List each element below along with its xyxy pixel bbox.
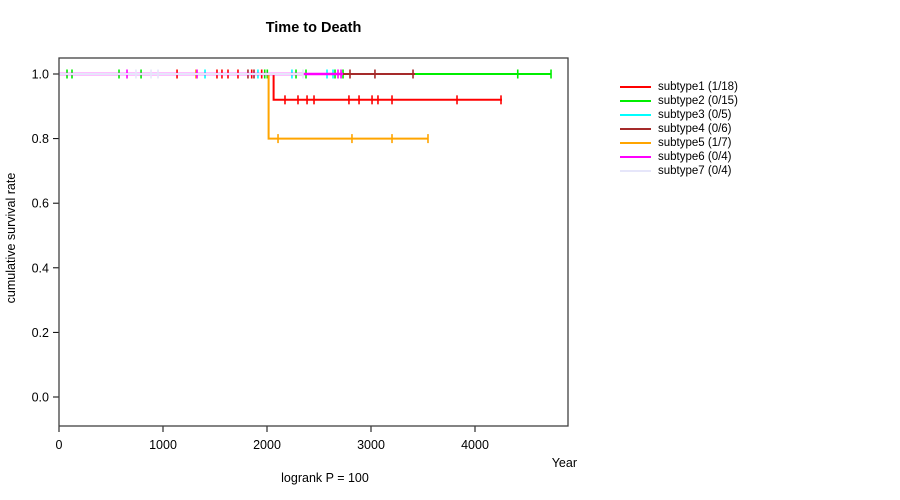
legend-item-subtype5: subtype5 (1/7) xyxy=(620,136,738,150)
legend-label-subtype2: subtype2 (0/15) xyxy=(658,95,738,107)
legend-swatch-subtype2 xyxy=(620,100,651,102)
y-tick-label: 0.8 xyxy=(32,132,49,146)
legend-item-subtype4: subtype4 (0/6) xyxy=(620,122,738,136)
legend-swatch-subtype1 xyxy=(620,86,651,88)
legend-item-subtype3: subtype3 (0/5) xyxy=(620,108,738,122)
y-tick-label: 0.2 xyxy=(32,326,49,340)
x-tick-label: 0 xyxy=(56,438,63,452)
logrank-note: logrank P = 100 xyxy=(281,471,369,485)
legend-swatch-subtype6 xyxy=(620,156,651,158)
x-tick-label: 1000 xyxy=(149,438,177,452)
legend-label-subtype5: subtype5 (1/7) xyxy=(658,137,732,149)
legend-label-subtype1: subtype1 (1/18) xyxy=(658,81,738,93)
legend-item-subtype1: subtype1 (1/18) xyxy=(620,80,738,94)
legend-label-subtype3: subtype3 (0/5) xyxy=(658,109,732,121)
legend-swatch-subtype7 xyxy=(620,170,651,172)
x-tick-label: 3000 xyxy=(357,438,385,452)
y-tick-label: 0.0 xyxy=(32,391,49,405)
legend-label-subtype4: subtype4 (0/6) xyxy=(658,123,732,135)
x-axis-label: Year xyxy=(551,456,577,470)
curve-subtype1 xyxy=(59,73,502,101)
y-tick-label: 0.4 xyxy=(32,261,49,275)
plot-box xyxy=(58,57,569,427)
legend-swatch-subtype3 xyxy=(620,114,651,116)
y-tick-label: 1.0 xyxy=(32,68,49,82)
legend-label-subtype6: subtype6 (0/4) xyxy=(658,151,732,163)
legend-item-subtype2: subtype2 (0/15) xyxy=(620,94,738,108)
legend: subtype1 (1/18) subtype2 (0/15) subtype3 (… xyxy=(620,80,738,178)
legend-item-subtype7: subtype7 (0/4) xyxy=(620,164,738,178)
legend-swatch-subtype5 xyxy=(620,142,651,144)
legend-label-subtype7: subtype7 (0/4) xyxy=(658,165,732,177)
chart-title: Time to Death xyxy=(265,20,362,36)
x-tick-label: 4000 xyxy=(461,438,489,452)
curve-subtype5 xyxy=(59,73,428,140)
x-tick-label: 2000 xyxy=(253,438,281,452)
legend-swatch-subtype4 xyxy=(620,128,651,130)
legend-item-subtype6: subtype6 (0/4) xyxy=(620,150,738,164)
y-tick-label: 0.6 xyxy=(32,197,49,211)
